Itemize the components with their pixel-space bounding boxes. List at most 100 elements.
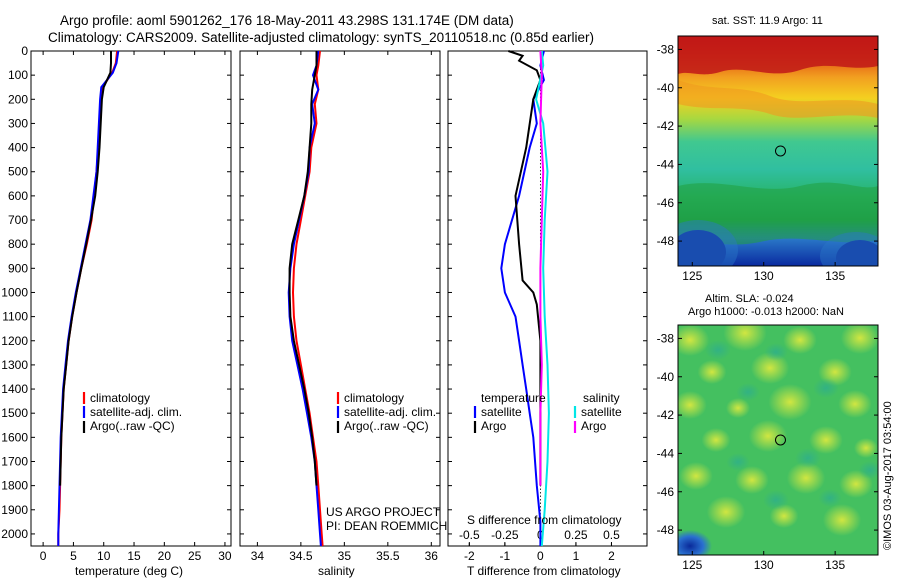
lat-tick-label: -48 [657,523,675,537]
x-tick-label: 2 [608,549,615,563]
legend-title-salinity: salinity [583,391,620,405]
s-tick-label: -0.5 [459,528,480,542]
depth-tick-label: 1000 [1,285,28,299]
depth-tick-label: 1900 [1,503,28,517]
sla-map-title-line1: Altim. SLA: -0.024 [705,293,794,305]
x-tick-label: -2 [464,549,475,563]
s-tick-label: -0.25 [491,528,519,542]
depth-tick-label: 500 [8,165,28,179]
lat-tick-label: -44 [657,446,675,460]
sla-low-blob [795,448,821,468]
lat-tick-label: -40 [657,370,675,384]
x-tick-label: 0 [40,549,47,563]
sst-warm-blob [678,36,878,75]
sla-high-blob [768,384,812,420]
x-tick-label: 30 [218,549,232,563]
x-tick-label: -1 [500,549,511,563]
series-line-argo-raw-qc- [288,51,318,486]
figure-title-line2: Climatology: CARS2009. Satellite-adjuste… [48,30,594,45]
x-tick-label: 36 [425,549,439,563]
sla-high-blob [679,462,713,490]
depth-tick-label: 0 [21,44,28,58]
sla-low-blob [813,378,839,398]
sla-high-blob [706,496,746,528]
sla-high-blob [783,326,817,354]
legend-label-climatology: climatology [344,391,404,405]
depth-tick-label: 1200 [1,334,28,348]
difference-legend: temperature salinity satellite Argo sate… [473,391,622,433]
depth-tick-label: 900 [8,261,28,275]
series-line-temperature-argo [508,50,542,486]
x-tick-label: 1 [573,549,580,563]
lon-tick-label: 125 [682,558,702,572]
difference-plot: -2 -1 0 1 2-0.5 -0.25 0 0.25 0.5 [448,50,647,563]
sst-cold-pool-east-rim [820,232,878,266]
sla-high-blob [735,466,769,494]
sla-high-blob [726,398,750,418]
sla-low-blob [764,343,788,361]
sla-high-blob [678,391,707,419]
legend-label-temp-argo: Argo [481,419,507,433]
sla-high-blob [701,428,731,452]
figure-title-line1: Argo profile: aoml 5901262_176 18-May-20… [60,13,514,28]
sla-features [678,325,878,536]
depth-tick-label: 1500 [1,406,28,420]
depth-tick-label: 1700 [1,454,28,468]
project-annotation: US ARGO PROJECT [326,505,441,519]
depth-tick-label: 2000 [1,527,28,541]
legend-label-satellite: satellite-adj. clim. [344,405,436,419]
legend-label-temp-satellite: satellite [481,405,522,419]
x-tick-label: 34 [251,549,265,563]
x-tick-label: 0 [537,549,544,563]
lon-tick-label: 130 [754,269,774,283]
depth-tick-label: 600 [8,189,28,203]
sla-high-blob [748,420,788,452]
depth-tick-label: 700 [8,213,28,227]
series-line-argo-raw-qc- [59,51,112,486]
salinity-legend: climatology satellite-adj. clim. Argo(..… [336,391,436,433]
s-difference-axis-label: S difference from climatology [467,513,622,527]
sst-map [678,36,878,266]
lat-tick-label: -46 [657,196,675,210]
pi-annotation: PI: DEAN ROEMMICH [326,519,447,533]
series-line-salinity-argo [539,50,545,486]
sla-map-frame [677,324,879,556]
salinity-axis-label: salinity [318,564,355,578]
s-tick-label: 0.5 [603,528,620,542]
sla-map-axes: 125 130 135 -38 -40 -42 -44 -46 -48 [657,331,878,572]
sla-high-blob [854,438,878,458]
salinity-plot: 34 34.5 35 35.5 36 [240,50,440,563]
sla-high-blob [786,462,826,494]
depth-tick-label: 1600 [1,430,28,444]
x-tick-label: 34.5 [289,549,313,563]
sla-low-blob [705,340,731,360]
temperature-legend: climatology satellite-adj. clim. Argo(..… [82,391,182,433]
lon-tick-label: 130 [754,558,774,572]
depth-tick-label: 400 [8,141,28,155]
lon-tick-label: 135 [825,558,845,572]
sla-high-blob [840,325,878,354]
float-position-marker [774,145,786,157]
sst-map-frame [677,35,879,267]
lat-tick-label: -38 [657,42,675,56]
x-tick-label: 15 [127,549,141,563]
sst-orange-band [678,80,878,118]
x-tick-label: 20 [158,549,172,563]
imos-timestamp: ©IMOS 03-Aug-2017 03:54:00 [882,401,894,550]
series-line-climatology [57,50,119,546]
legend-title-temperature: temperature [481,391,546,405]
legend-label-climatology: climatology [90,391,150,405]
depth-tick-label: 1100 [2,310,28,324]
sla-low-blob [763,490,789,510]
sla-low-blob [858,461,878,479]
sla-high-blob [838,390,872,418]
lat-tick-label: -48 [657,234,675,248]
series-line-salinity-satellite [535,50,550,547]
lat-tick-label: -46 [657,485,675,499]
temperature-panel [30,50,232,547]
lon-tick-label: 125 [682,269,702,283]
sst-cold-pool-east [836,240,878,266]
salinity-panel [239,50,441,547]
series-line-temperature-satellite [500,50,545,546]
